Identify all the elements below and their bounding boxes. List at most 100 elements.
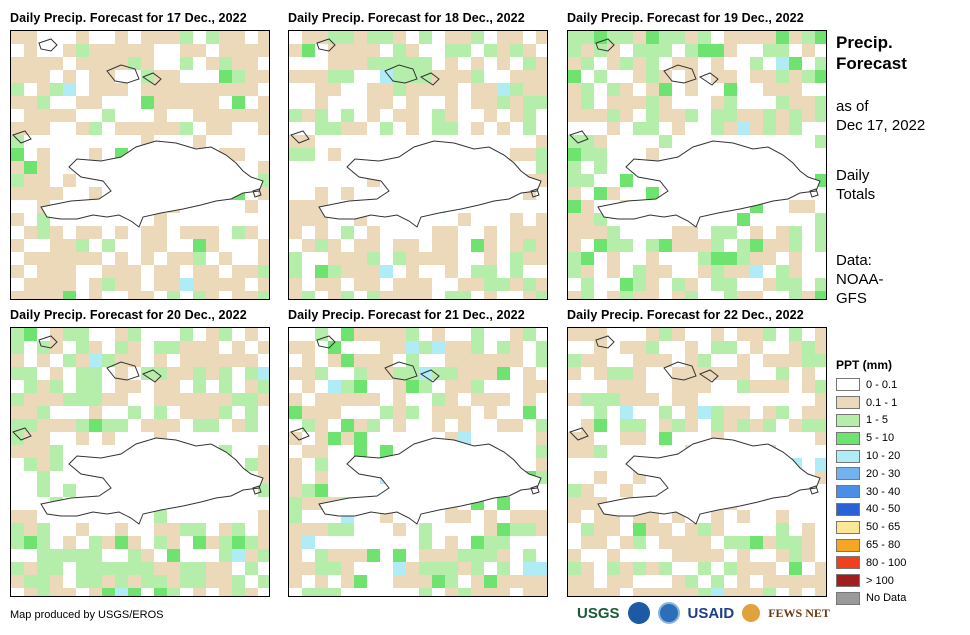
precip-cell: [37, 109, 50, 122]
legend: PPT (mm) 0 - 0.1 0.1 - 1 1 - 5 5 - 10 10 - 2…: [836, 358, 906, 607]
totals-line1: Daily: [836, 167, 870, 184]
precip-cell: [471, 536, 484, 549]
precip-cell: [302, 70, 315, 83]
data-line2: NOAA-: [836, 271, 884, 288]
precip-cell: [672, 291, 685, 299]
precip-cell: [672, 549, 685, 562]
precip-cell: [685, 588, 698, 596]
precip-cell: [128, 354, 141, 367]
precip-cell: [497, 122, 510, 135]
precip-cell: [776, 109, 789, 122]
precip-cell: [620, 419, 633, 432]
precip-cell: [232, 278, 245, 291]
precip-cell: [698, 252, 711, 265]
precip-cell: [76, 96, 89, 109]
precip-cell: [206, 122, 219, 135]
precip-cell: [484, 523, 497, 536]
precip-cell: [750, 536, 763, 549]
precip-cell: [367, 226, 380, 239]
precip-cell: [315, 549, 328, 562]
precip-cell: [523, 523, 536, 536]
precip-cell: [432, 575, 445, 588]
precip-cell: [302, 148, 315, 161]
precip-cell: [568, 328, 581, 341]
precip-cell: [37, 278, 50, 291]
precip-cell: [245, 458, 258, 471]
precip-cell: [406, 367, 419, 380]
precip-cell: [76, 523, 89, 536]
precip-cell: [11, 122, 24, 135]
legend-item: 40 - 50: [836, 501, 906, 519]
precip-cell: [193, 341, 206, 354]
precip-cell: [315, 278, 328, 291]
precip-cell: [724, 122, 737, 135]
precip-cell: [672, 588, 685, 596]
precip-cell: [380, 70, 393, 83]
precip-cell: [419, 380, 432, 393]
precip-cell: [711, 328, 724, 341]
precip-cell: [367, 278, 380, 291]
precip-cell: [659, 70, 672, 83]
precip-cell: [115, 226, 128, 239]
precip-cell: [167, 265, 180, 278]
precip-cell: [737, 510, 750, 523]
precip-cell: [406, 278, 419, 291]
precip-cell: [776, 523, 789, 536]
precip-cell: [193, 575, 206, 588]
precip-cell: [180, 278, 193, 291]
precip-cell: [141, 83, 154, 96]
precip-cell: [341, 562, 354, 575]
precip-cell: [607, 31, 620, 44]
precip-cell: [289, 497, 302, 510]
panel-title: Daily Precip. Forecast for 20 Dec., 2022: [10, 308, 247, 322]
precip-cell: [302, 588, 315, 596]
island-outline: [141, 369, 162, 383]
precip-cell: [698, 523, 711, 536]
precip-cell: [685, 575, 698, 588]
precip-cell: [289, 484, 302, 497]
precip-cell: [737, 354, 750, 367]
precip-cell: [607, 122, 620, 135]
precip-cell: [776, 83, 789, 96]
precip-cell: [115, 341, 128, 354]
precip-cell: [315, 406, 328, 419]
island-outline: [12, 427, 32, 441]
precip-cell: [802, 354, 815, 367]
precip-cell: [302, 213, 315, 226]
precip-cell: [471, 70, 484, 83]
precip-cell: [568, 588, 581, 596]
precip-cell: [445, 83, 458, 96]
precip-cell: [406, 70, 419, 83]
precip-cell: [180, 252, 193, 265]
precip-cell: [607, 562, 620, 575]
precip-cell: [289, 523, 302, 536]
precip-cell: [380, 96, 393, 109]
precip-cell: [750, 588, 763, 596]
precip-cell: [63, 549, 76, 562]
precip-cell: [89, 226, 102, 239]
precip-cell: [154, 96, 167, 109]
precip-cell: [315, 419, 328, 432]
precip-cell: [24, 109, 37, 122]
precip-cell: [523, 148, 536, 161]
precip-cell: [128, 575, 141, 588]
precip-cell: [432, 239, 445, 252]
precip-cell: [24, 432, 37, 445]
precip-cell: [659, 135, 672, 148]
precip-cell: [341, 291, 354, 299]
precip-cell: [245, 406, 258, 419]
precip-cell: [24, 187, 37, 200]
precip-cell: [76, 380, 89, 393]
precip-cell: [393, 83, 406, 96]
legend-item: 20 - 30: [836, 465, 906, 483]
precip-cell: [594, 536, 607, 549]
precip-cell: [698, 265, 711, 278]
precip-cell: [659, 109, 672, 122]
precip-cell: [367, 252, 380, 265]
daily-totals: Daily Totals: [836, 166, 875, 204]
precip-cell: [232, 588, 245, 596]
precip-cell: [219, 549, 232, 562]
precip-cell: [724, 291, 737, 299]
precip-cell: [750, 70, 763, 83]
precip-cell: [724, 265, 737, 278]
